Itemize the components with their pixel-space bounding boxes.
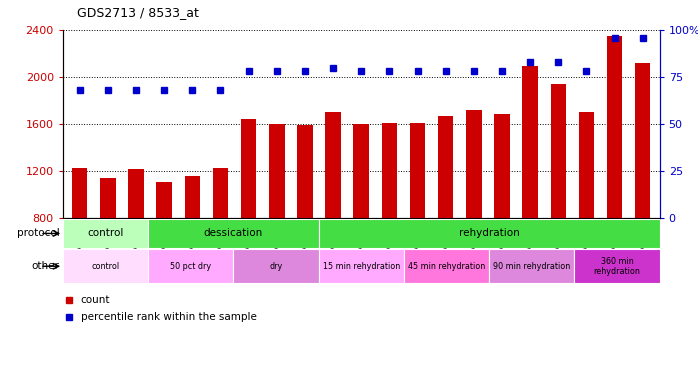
Bar xyxy=(241,119,256,218)
Text: dessication: dessication xyxy=(204,228,263,238)
Bar xyxy=(635,63,651,217)
Bar xyxy=(404,249,489,283)
Bar xyxy=(318,219,660,248)
Bar xyxy=(522,66,538,218)
Bar xyxy=(72,168,87,217)
Text: 50 pct dry: 50 pct dry xyxy=(170,262,211,271)
Bar xyxy=(325,112,341,218)
Text: 15 min rehydration: 15 min rehydration xyxy=(322,262,400,271)
Text: control: control xyxy=(87,228,124,238)
Text: rehydration: rehydration xyxy=(459,228,519,238)
Bar xyxy=(318,249,404,283)
Bar xyxy=(233,249,318,283)
Text: 90 min rehydration: 90 min rehydration xyxy=(493,262,570,271)
Bar xyxy=(128,170,144,217)
Bar xyxy=(148,219,318,248)
Bar xyxy=(489,249,574,283)
Bar xyxy=(438,116,454,218)
Bar xyxy=(410,123,425,218)
Bar xyxy=(297,125,313,217)
Bar xyxy=(466,110,482,218)
Text: count: count xyxy=(81,295,110,305)
Bar xyxy=(213,168,228,217)
Text: protocol: protocol xyxy=(17,228,59,238)
Bar xyxy=(269,124,285,218)
Bar xyxy=(551,84,566,218)
Bar xyxy=(184,177,200,218)
Bar xyxy=(382,123,397,218)
Text: GDS2713 / 8533_at: GDS2713 / 8533_at xyxy=(77,6,199,19)
Text: control: control xyxy=(91,262,119,271)
Text: dry: dry xyxy=(269,262,283,271)
Text: percentile rank within the sample: percentile rank within the sample xyxy=(81,312,257,322)
Bar xyxy=(353,124,369,218)
Bar xyxy=(574,249,660,283)
Bar xyxy=(579,112,594,218)
Bar xyxy=(63,249,148,283)
Bar xyxy=(63,219,148,248)
Text: 45 min rehydration: 45 min rehydration xyxy=(408,262,485,271)
Bar xyxy=(494,114,510,218)
Text: 360 min
rehydration: 360 min rehydration xyxy=(593,256,641,276)
Bar xyxy=(607,36,623,218)
Bar xyxy=(100,178,116,218)
Bar xyxy=(148,249,233,283)
Text: other: other xyxy=(31,261,59,271)
Bar xyxy=(156,182,172,218)
